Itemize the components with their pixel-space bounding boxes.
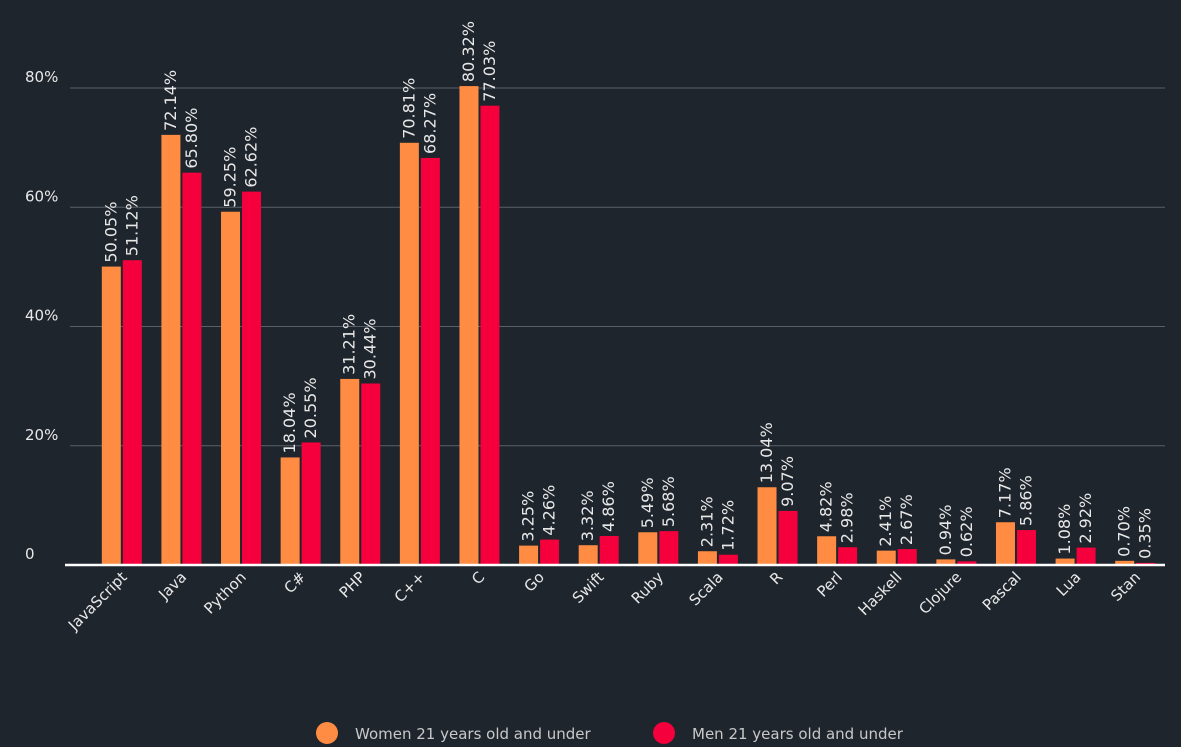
bar [897, 549, 917, 565]
x-tick-label: C [468, 568, 488, 588]
x-tick-label: C# [280, 568, 309, 597]
bar [578, 545, 598, 565]
bar [301, 442, 321, 565]
legend-label: Women 21 years old and under [355, 725, 592, 743]
x-tick-label: Clojure [915, 568, 965, 618]
data-label: 7.17% [995, 467, 1014, 518]
data-label: 62.62% [242, 127, 261, 188]
bar [1076, 547, 1096, 565]
x-tick-label: Python [200, 568, 249, 617]
data-label: 80.32% [459, 21, 478, 82]
y-tick-label: 40% [25, 307, 58, 325]
bar [876, 550, 896, 565]
bar [519, 545, 539, 565]
data-label: 0.70% [1115, 506, 1134, 557]
x-tick-label: PHP [336, 568, 369, 601]
bar [936, 559, 956, 565]
x-tick-label: Perl [813, 568, 846, 601]
data-label: 3.25% [519, 491, 538, 542]
data-label: 1.08% [1055, 504, 1074, 555]
data-label: 5.49% [638, 477, 657, 528]
x-tick-label: R [766, 568, 786, 588]
bar [1016, 530, 1036, 565]
bar [659, 531, 679, 565]
bar [182, 172, 202, 566]
data-label: 30.44% [361, 318, 380, 379]
y-tick-label: 80% [25, 68, 58, 86]
x-tick-label: JavaScript [64, 568, 131, 635]
data-label: 2.92% [1076, 493, 1095, 544]
bar [459, 86, 479, 565]
data-label: 2.41% [876, 496, 895, 547]
data-label: 77.03% [480, 41, 499, 102]
bar [599, 536, 619, 565]
bar [778, 510, 798, 565]
legend-label: Men 21 years old and under [692, 725, 904, 743]
data-label: 2.98% [838, 492, 857, 543]
data-label: 4.86% [599, 481, 618, 532]
bar [480, 105, 500, 566]
bar [995, 522, 1015, 565]
x-tick-label: Scala [686, 568, 727, 609]
y-tick-label: 20% [25, 426, 58, 444]
bar [242, 191, 262, 566]
bar [957, 561, 977, 565]
bar [101, 266, 121, 565]
data-label: 5.86% [1016, 475, 1035, 526]
data-label: 4.82% [817, 481, 836, 532]
data-label: 72.14% [161, 70, 180, 131]
bar [718, 554, 738, 565]
data-label: 3.32% [578, 490, 597, 541]
data-label: 18.04% [280, 392, 299, 453]
data-label: 0.94% [936, 505, 955, 556]
data-label: 31.21% [340, 314, 359, 375]
bar [1055, 558, 1075, 565]
data-label: 70.81% [399, 78, 418, 139]
data-label: 2.31% [697, 496, 716, 547]
y-tick-label: 0 [25, 545, 35, 563]
data-label: 50.05% [101, 202, 120, 263]
data-label: 20.55% [301, 377, 320, 438]
data-label: 9.07% [778, 456, 797, 507]
data-label: 4.26% [540, 485, 559, 536]
bar [221, 211, 241, 566]
legend-marker [653, 722, 675, 744]
data-label: 1.72% [718, 500, 737, 551]
legend-marker [316, 722, 338, 744]
bar [1115, 560, 1135, 565]
bar [838, 547, 858, 565]
x-tick-label: Java [154, 568, 190, 604]
bar [540, 539, 560, 565]
bar [420, 157, 440, 565]
data-label: 2.67% [897, 494, 916, 545]
bar [697, 551, 717, 565]
y-tick-label: 60% [25, 187, 58, 205]
bar [757, 487, 777, 565]
data-label: 51.12% [122, 195, 141, 256]
x-tick-label: C++ [391, 568, 429, 606]
data-label: 59.25% [221, 147, 240, 208]
data-label: 68.27% [420, 93, 439, 154]
data-label: 0.62% [957, 506, 976, 557]
x-tick-label: Go [520, 568, 547, 595]
bar [361, 383, 381, 565]
bar [638, 532, 658, 565]
data-label: 65.80% [182, 108, 201, 169]
x-tick-label: Ruby [628, 568, 667, 607]
x-tick-label: Pascal [979, 568, 1025, 614]
data-label: 5.68% [659, 476, 678, 527]
bar [399, 142, 419, 565]
data-label: 13.04% [757, 422, 776, 483]
bar [340, 378, 360, 565]
x-tick-label: Swift [569, 568, 608, 607]
bar [817, 536, 837, 565]
x-tick-label: Lua [1053, 568, 1085, 600]
bar [122, 260, 142, 565]
bar [280, 457, 300, 565]
bar [161, 134, 181, 566]
x-tick-label: Haskell [855, 568, 906, 619]
data-label: 0.35% [1136, 508, 1155, 559]
x-tick-label: Stan [1107, 568, 1144, 605]
